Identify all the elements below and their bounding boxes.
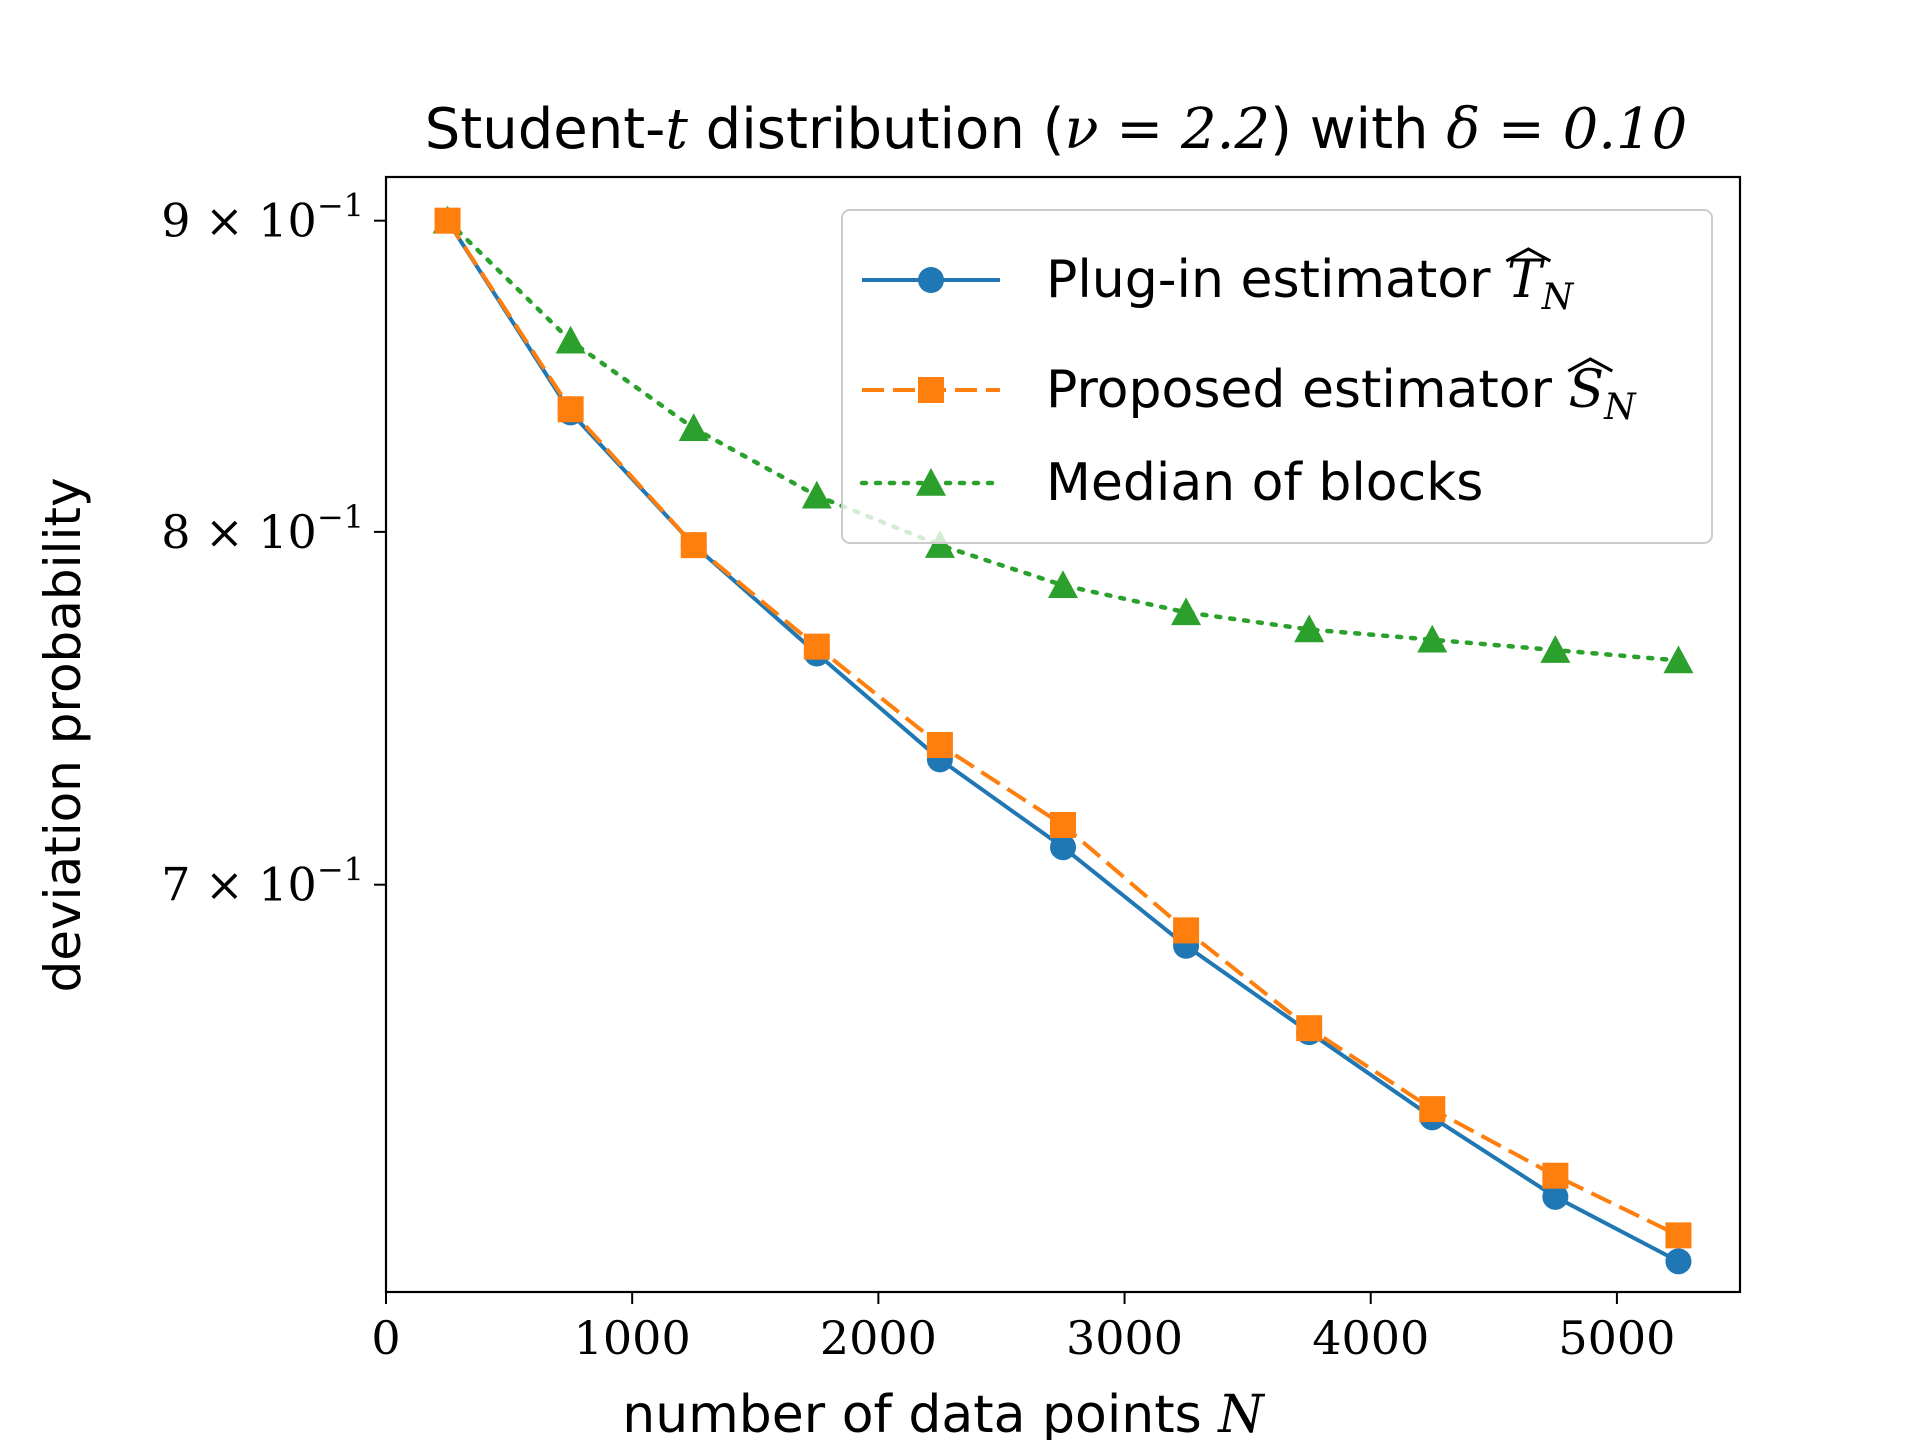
- legend-symbol: T: [1507, 250, 1545, 310]
- series-proposed-estimator: [434, 207, 1692, 1249]
- legend-marker: [916, 468, 946, 496]
- data-point: [1665, 1222, 1692, 1249]
- legend-label: Median of blocks: [1046, 453, 1483, 513]
- y-tick-label: 9 × 10−1: [161, 187, 364, 248]
- legend-box: [841, 209, 1713, 544]
- legend-entry: Plug-in estimator TN: [862, 250, 1575, 318]
- data-point: [680, 532, 707, 559]
- chart-title: Student-t distribution (ν = 2.2) with δ …: [425, 97, 1688, 162]
- title-post: ) with: [1270, 97, 1446, 162]
- data-point: [1296, 1015, 1323, 1042]
- y-tick-label: 8 × 10−1: [161, 498, 364, 559]
- data-point: [1171, 597, 1202, 626]
- x-axis-label-var: N: [1216, 1385, 1265, 1440]
- data-point: [1050, 834, 1076, 861]
- y-tick-base: 8 × 10: [161, 505, 317, 559]
- data-point: [1050, 811, 1076, 838]
- data-point: [926, 732, 953, 759]
- x-tick-label: 2000: [820, 1311, 937, 1365]
- x-tick-label: 3000: [1066, 1311, 1183, 1365]
- legend-symbol: S: [1569, 360, 1605, 420]
- data-point: [555, 325, 586, 354]
- data-point: [1540, 635, 1571, 663]
- x-axis-label-text: number of data points: [622, 1385, 1218, 1440]
- title-delta: δ = 0.10: [1446, 97, 1687, 162]
- y-tick-exponent: −1: [317, 187, 364, 225]
- hat-accent: [1567, 357, 1614, 373]
- x-tick-label: 1000: [574, 1311, 691, 1365]
- data-point: [803, 633, 830, 660]
- title-nu: ν = 2.2: [1064, 97, 1270, 162]
- x-tick-label: 4000: [1312, 1311, 1429, 1365]
- y-tick-exponent: −1: [317, 851, 364, 889]
- legend-subscript: N: [1603, 387, 1637, 428]
- legend-entry: Median of blocks: [859, 453, 1483, 513]
- title-t: t: [665, 97, 688, 162]
- legend-subscript: N: [1541, 277, 1575, 318]
- title-pre: Student-: [425, 97, 666, 162]
- data-point: [1419, 1096, 1446, 1123]
- data-point: [434, 207, 461, 234]
- data-point: [1417, 624, 1448, 653]
- data-point: [1048, 570, 1078, 599]
- y-tick-label: 7 × 10−1: [161, 851, 364, 912]
- data-point: [1173, 917, 1200, 944]
- y-tick-base: 7 × 10: [161, 858, 317, 912]
- x-tick-label: 0: [371, 1311, 400, 1365]
- legend-label-text: Median of blocks: [1046, 453, 1483, 513]
- data-point: [924, 530, 955, 558]
- data-point: [801, 480, 832, 509]
- series-layer: [432, 205, 1694, 1275]
- legend-label: Plug-in estimator TN: [1046, 250, 1575, 318]
- x-tick-label: 5000: [1558, 1311, 1675, 1365]
- legend-label-text: Proposed estimator: [1046, 360, 1569, 420]
- y-tick-exponent: −1: [317, 498, 364, 536]
- legend-entry: Proposed estimator SN: [862, 360, 1637, 428]
- data-point: [678, 413, 709, 442]
- title-mid: distribution (: [688, 97, 1065, 162]
- hat-accent: [1505, 247, 1552, 263]
- data-point: [1665, 1248, 1692, 1275]
- x-axis-label: number of data points N: [622, 1385, 1265, 1440]
- data-point: [1663, 645, 1694, 674]
- data-point: [1542, 1162, 1569, 1189]
- data-point: [557, 396, 584, 423]
- legend-label: Proposed estimator SN: [1046, 360, 1637, 428]
- y-tick-base: 9 × 10: [161, 194, 317, 248]
- legend-marker: [918, 267, 944, 293]
- plot-frame: [384, 175, 1742, 1294]
- legend-label-text: Plug-in estimator: [1046, 250, 1507, 310]
- data-point: [1294, 614, 1325, 643]
- legend-marker: [918, 377, 944, 403]
- chart-title-text: Student-t distribution (ν = 2.2) with δ …: [425, 97, 1688, 162]
- data-point: [1542, 1183, 1569, 1210]
- y-axis-label: deviation probability: [34, 477, 92, 992]
